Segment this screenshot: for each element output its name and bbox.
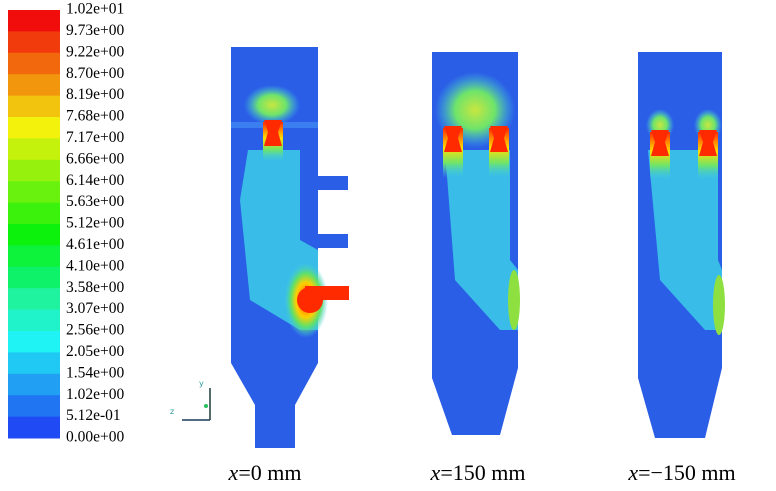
colorbar-band — [8, 52, 60, 75]
colorbar-band — [8, 181, 60, 204]
axis-triad: y z — [170, 379, 211, 421]
colorbar-band — [8, 352, 60, 375]
colorbar-label: 6.14e+00 — [66, 172, 124, 189]
colorbar-band — [8, 416, 60, 439]
colorbar-band — [8, 395, 60, 418]
colorbar-band — [8, 138, 60, 161]
colorbar-band — [8, 373, 60, 396]
contour-panel — [231, 47, 349, 448]
colorbar-band — [8, 10, 60, 32]
colorbar-label: 7.68e+00 — [66, 108, 124, 125]
colorbar-band — [8, 117, 60, 139]
colorbar-band — [8, 309, 60, 332]
colorbar-band — [8, 224, 60, 246]
axis-label: z — [170, 407, 174, 416]
colorbar-band — [8, 95, 60, 118]
colorbar-label: 1.54e+00 — [66, 364, 124, 381]
colorbar-label: 2.56e+00 — [66, 322, 124, 339]
caption-value: =−150 mm — [638, 460, 736, 485]
colorbar-label: 3.07e+00 — [66, 300, 124, 317]
colorbar-label: 4.10e+00 — [66, 257, 124, 274]
caption-variable: x — [228, 460, 239, 485]
colorbar-band — [8, 331, 60, 353]
colorbar-label: 5.12e-01 — [66, 407, 121, 424]
axis-label: y — [199, 379, 204, 388]
colorbar-label: 1.02e+00 — [66, 386, 124, 403]
colorbar-band — [8, 159, 60, 182]
colorbar-label: 5.12e+00 — [66, 215, 124, 232]
colorbar-label: 9.22e+00 — [66, 43, 124, 60]
colorbar-band — [8, 288, 60, 311]
panel-caption: x=−150 mm — [627, 460, 735, 485]
colorbar-label: 5.63e+00 — [66, 193, 124, 210]
panel-caption: x=0 mm — [228, 460, 302, 485]
colorbar-band — [8, 31, 60, 54]
contour-panel — [432, 52, 520, 435]
colorbar-label: 6.66e+00 — [66, 150, 124, 167]
colorbar-label: 8.70e+00 — [66, 65, 124, 82]
colorbar-label: 2.05e+00 — [66, 343, 124, 360]
panel-caption: x=150 mm — [430, 460, 526, 485]
colorbar-label: 0.00e+00 — [66, 429, 124, 446]
contour-panel — [638, 52, 725, 438]
colorbar: 1.02e+01 9.73e+00 9.22e+00 8.70e+00 8.19e+00… — [8, 1, 124, 446]
caption-value: =150 mm — [440, 460, 525, 485]
colorbar-label: 7.17e+00 — [66, 129, 124, 146]
colorbar-band — [8, 202, 60, 225]
colorbar-band — [8, 245, 60, 268]
colorbar-label: 9.73e+00 — [66, 22, 124, 39]
colorbar-band — [8, 266, 60, 289]
caption-variable: x — [430, 460, 441, 485]
colorbar-label: 8.19e+00 — [66, 86, 124, 103]
caption-variable: x — [627, 460, 638, 485]
colorbar-label: 3.58e+00 — [66, 279, 124, 296]
colorbar-label: 4.61e+00 — [66, 236, 124, 253]
colorbar-band — [8, 74, 60, 97]
colorbar-label: 1.02e+01 — [66, 1, 124, 18]
caption-value: =0 mm — [238, 460, 301, 485]
